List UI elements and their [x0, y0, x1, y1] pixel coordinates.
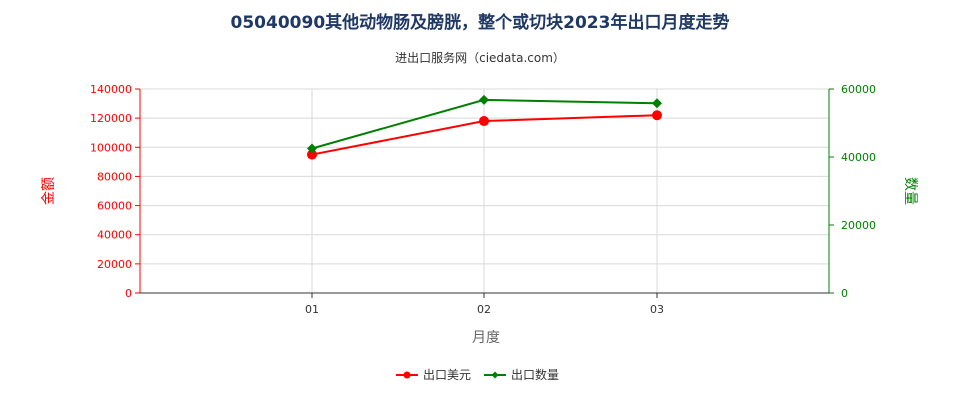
- y-axis-right-label: 数量: [902, 177, 918, 205]
- y-left-tick-label: 40000: [97, 229, 132, 242]
- legend[interactable]: 出口美元 出口数量: [396, 367, 559, 382]
- y-left-tick-label: 0: [125, 287, 132, 300]
- data-point-amount-02[interactable]: [479, 116, 489, 127]
- data-point-amount-03[interactable]: [652, 110, 662, 121]
- legend-item-amount[interactable]: 出口美元: [396, 368, 471, 382]
- y-right-tick-label: 40000: [841, 151, 876, 164]
- legend-label-quantity: 出口数量: [511, 367, 559, 382]
- y-left-tick-label: 100000: [90, 141, 132, 154]
- y-left-tick-label: 20000: [97, 258, 132, 271]
- legend-item-quantity[interactable]: 出口数量: [484, 367, 559, 382]
- x-tick-label: 02: [477, 303, 491, 316]
- y-left-tick-label: 80000: [97, 170, 132, 183]
- data-point-amount-01[interactable]: [307, 149, 317, 160]
- series-group: [307, 94, 662, 160]
- y-left-tick-label: 60000: [97, 200, 132, 213]
- data-point-quantity-03[interactable]: [652, 98, 662, 109]
- tick-labels: 0 20000 40000 60000 80000 100000 120000 140000 0…: [90, 83, 876, 316]
- y-right-tick-label: 20000: [841, 219, 876, 232]
- y-left-tick-label: 120000: [90, 112, 132, 125]
- chart-title: 05040090其他动物肠及膀胱，整个或切块2023年出口月度走势: [231, 12, 730, 33]
- axes: [135, 88, 834, 298]
- y-left-tick-label: 140000: [90, 83, 132, 96]
- x-axis-label: 月度: [472, 330, 500, 346]
- y-axis-left-label: 金额: [41, 177, 57, 205]
- y-right-tick-label: 0: [841, 287, 848, 300]
- x-tick-label: 01: [305, 303, 319, 316]
- data-point-quantity-01[interactable]: [307, 143, 317, 154]
- x-tick-label: 03: [650, 303, 664, 316]
- y-right-tick-label: 60000: [841, 83, 876, 96]
- chart-subtitle: 进出口服务网（ciedata.com）: [395, 50, 565, 65]
- data-point-quantity-02[interactable]: [479, 94, 489, 105]
- legend-label-amount: 出口美元: [423, 368, 471, 382]
